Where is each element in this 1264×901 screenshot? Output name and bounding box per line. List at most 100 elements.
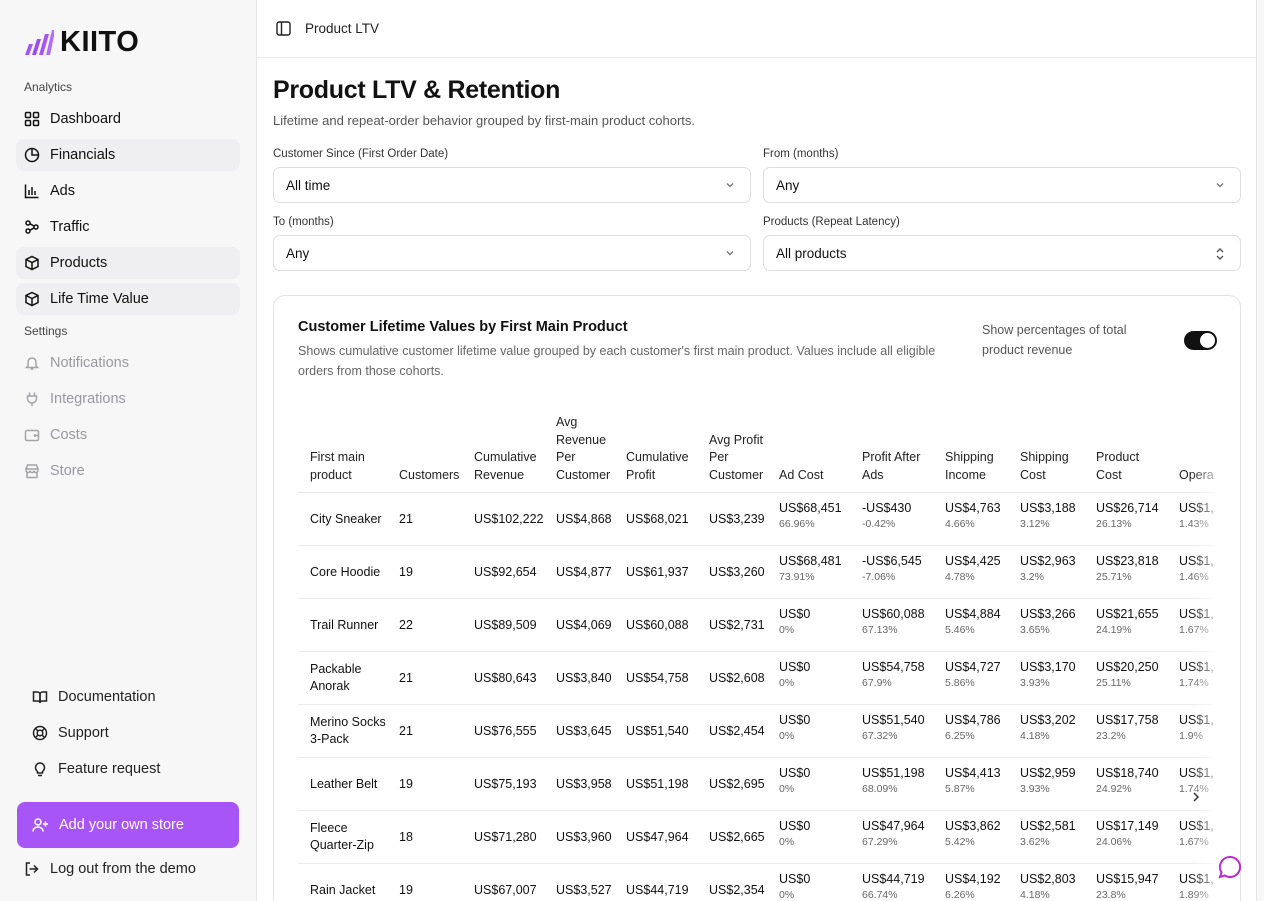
cell-avg-profit: US$3,239 xyxy=(697,492,767,546)
to-months-select[interactable]: Any xyxy=(273,235,751,271)
brand-name: KIITO xyxy=(60,26,140,58)
cell-ship-cost: US$2,581 3.62% xyxy=(1008,810,1084,864)
sidebar-toggle-icon[interactable] xyxy=(276,21,291,36)
cell-avg-rev: US$4,877 xyxy=(544,545,614,599)
support-link[interactable]: Support xyxy=(24,717,244,749)
pie-chart-icon xyxy=(24,147,40,163)
chat-bubble-icon[interactable] xyxy=(1217,854,1243,880)
cell-percentage: 0% xyxy=(779,836,795,848)
table-row[interactable]: Trail Runner 22 US$89,509 US$4,069 US$60,088… xyxy=(298,598,1214,652)
documentation-link[interactable]: Documentation xyxy=(24,681,244,713)
table-row[interactable]: Fleece Quarter-Zip 18 US$71,280 US$3,960 US$… xyxy=(298,810,1214,864)
cell-name: Packable Anorak xyxy=(298,651,387,705)
cell-avg-profit: US$2,454 xyxy=(697,704,767,758)
cell-percentage: 3.93% xyxy=(1020,677,1050,689)
cell-ad-cost: US$0 0% xyxy=(767,757,850,811)
cell-percentage: 3.93% xyxy=(1020,783,1050,795)
table-row[interactable]: Merino Socks 3-Pack 21 US$76,555 US$3,645 US… xyxy=(298,704,1214,758)
table-row[interactable]: Rain Jacket 19 US$67,007 US$3,527 US$44,719 U… xyxy=(298,863,1214,901)
cell-prod-cost: US$26,714 26.13% xyxy=(1084,492,1167,546)
sidebar-item-store[interactable]: Store xyxy=(16,455,240,487)
cell-avg-profit: US$2,731 xyxy=(697,598,767,652)
table-row[interactable]: Packable Anorak 21 US$80,643 US$3,840 US$54,… xyxy=(298,651,1214,705)
cell-cum-profit: US$51,198 xyxy=(614,757,697,811)
cell-percentage: 73.91% xyxy=(779,571,815,583)
page-title: Product LTV & Retention xyxy=(273,76,561,104)
cell-paa: US$44,719 66.74% xyxy=(850,863,933,901)
cell-percentage: 66.96% xyxy=(779,518,815,530)
column-header[interactable]: First main product xyxy=(298,414,387,493)
cell-percentage: 3.62% xyxy=(1020,836,1050,848)
cell-percentage: 24.06% xyxy=(1096,836,1132,848)
cell-value: US$4,413 xyxy=(945,766,1001,780)
cell-name: Fleece Quarter-Zip xyxy=(298,810,387,864)
ltv-table-scroll[interactable]: First main product Customers Cumulative … xyxy=(298,414,1214,901)
package-icon xyxy=(25,291,39,307)
sidebar-item-traffic[interactable]: Traffic xyxy=(16,211,240,243)
column-header[interactable]: Cumulative Revenue xyxy=(462,414,544,493)
sidebar-item-financials[interactable]: Financials xyxy=(16,139,240,171)
column-header[interactable]: Customers xyxy=(387,414,462,493)
column-header[interactable]: Shipping Cost xyxy=(1008,414,1084,493)
cell-avg-rev: US$3,527 xyxy=(544,863,614,901)
cell-percentage: 67.32% xyxy=(862,730,898,742)
table-row[interactable]: Leather Belt 19 US$75,193 US$3,958 US$51,198… xyxy=(298,757,1214,811)
customer-since-value: All time xyxy=(286,177,331,193)
chevron-up-down-icon xyxy=(1216,248,1224,260)
cell-percentage: 25.71% xyxy=(1096,571,1132,583)
ltv-table: First main product Customers Cumulative … xyxy=(298,414,1214,901)
column-header[interactable]: Profit After Ads xyxy=(850,414,933,493)
column-header[interactable]: Shipping Income xyxy=(933,414,1008,493)
cell-avg-rev: US$4,868 xyxy=(544,492,614,546)
cell-value: US$26,714 xyxy=(1096,501,1159,515)
cell-value: US$44,719 xyxy=(862,872,925,886)
column-header[interactable]: Avg Revenue Per Customer xyxy=(544,414,614,493)
cell-value: US$51,198 xyxy=(862,766,925,780)
column-header[interactable]: Ad Cost xyxy=(767,414,850,493)
sidebar-item-integrations[interactable]: Integrations xyxy=(16,383,240,415)
cell-percentage: 0% xyxy=(779,624,795,636)
brand-logo[interactable]: KIITO xyxy=(24,26,139,59)
column-header[interactable]: Product Cost xyxy=(1084,414,1167,493)
sidebar-item-label: Ads xyxy=(50,183,75,199)
cell-cum-rev: US$92,654 xyxy=(462,545,544,599)
table-row[interactable]: Core Hoodie 19 US$92,654 US$4,877 US$61,937 U… xyxy=(298,545,1214,599)
add-store-button[interactable]: Add your own store xyxy=(17,802,239,848)
cell-value: US$2,963 xyxy=(1020,554,1076,568)
chevron-right-icon[interactable] xyxy=(1191,791,1201,803)
sidebar-item-notifications[interactable]: Notifications xyxy=(16,347,240,379)
package-icon xyxy=(25,255,39,271)
lifebuoy-icon xyxy=(32,725,48,741)
table-row[interactable]: City Sneaker 21 US$102,222 US$4,868 US$68,02… xyxy=(298,492,1214,546)
cell-value: US$23,818 xyxy=(1096,554,1159,568)
customer-since-select[interactable]: All time xyxy=(273,167,751,203)
logout-button[interactable]: Log out from the demo xyxy=(16,853,196,885)
sidebar-item-costs[interactable]: Costs xyxy=(16,419,240,451)
chevron-down-icon xyxy=(726,251,734,256)
sidebar-item-life-time-value[interactable]: Life Time Value xyxy=(16,283,240,315)
cell-percentage: 23.2% xyxy=(1096,730,1126,742)
cell-avg-profit: US$2,695 xyxy=(697,757,767,811)
sidebar-item-products[interactable]: Products xyxy=(16,247,240,279)
cell-value: US$47,964 xyxy=(862,819,925,833)
cell-ship-cost: US$3,202 4.18% xyxy=(1008,704,1084,758)
feature-request-link[interactable]: Feature request xyxy=(24,753,244,785)
sidebar-item-ads[interactable]: Ads xyxy=(16,175,240,207)
cell-value: US$3,266 xyxy=(1020,607,1076,621)
from-months-select[interactable]: Any xyxy=(763,167,1241,203)
cell-cum-rev: US$75,193 xyxy=(462,757,544,811)
products-latency-select[interactable]: All products xyxy=(763,235,1241,271)
cell-percentage: 67.9% xyxy=(862,677,892,689)
cell-percentage: 0% xyxy=(779,783,795,795)
sidebar-item-label: Costs xyxy=(50,427,88,443)
cell-paa: US$54,758 67.9% xyxy=(850,651,933,705)
percentages-toggle[interactable] xyxy=(1184,331,1217,350)
cell-ship-inc: US$4,786 6.25% xyxy=(933,704,1008,758)
column-header[interactable]: Cumulative Profit xyxy=(614,414,697,493)
column-header[interactable]: Avg Profit Per Customer xyxy=(697,414,767,493)
cell-percentage: 3.65% xyxy=(1020,624,1050,636)
cell-avg-rev: US$3,645 xyxy=(544,704,614,758)
sidebar-item-label: Life Time Value xyxy=(50,291,149,307)
store-icon xyxy=(25,464,39,479)
sidebar-item-dashboard[interactable]: Dashboard xyxy=(16,103,240,135)
